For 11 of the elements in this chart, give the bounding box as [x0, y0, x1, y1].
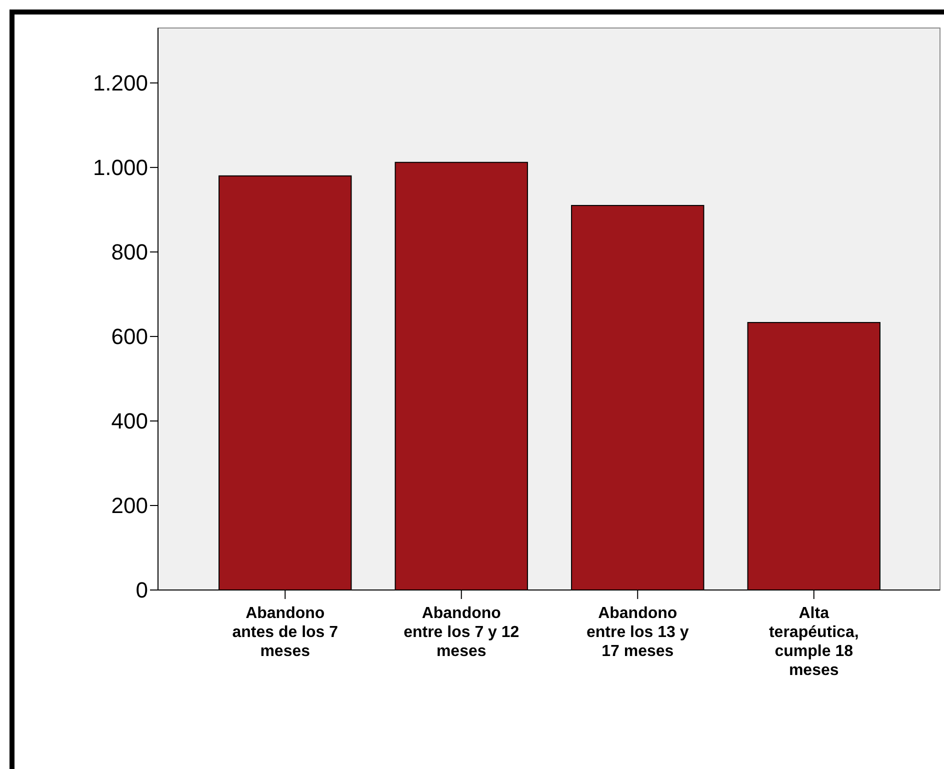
x-tick-label: Abandono antes de los 7 meses	[232, 605, 338, 660]
y-tick-label: 1.200	[92, 70, 148, 96]
y-tick-label: 200	[111, 493, 148, 518]
x-tick-label: Abandono entre los 13 y 17 meses	[586, 605, 689, 660]
y-tick-label: 0	[136, 578, 148, 603]
y-tick-label: 600	[111, 324, 148, 350]
y-tick-label: 1.000	[92, 155, 148, 180]
y-tick-label: 800	[111, 240, 148, 265]
y-tick-label: 400	[111, 408, 148, 434]
x-tick-label: Abandono entre los 7 y 12 meses	[404, 605, 520, 660]
x-tick-label: Alta terapéutica, cumple 18 meses	[768, 605, 859, 679]
